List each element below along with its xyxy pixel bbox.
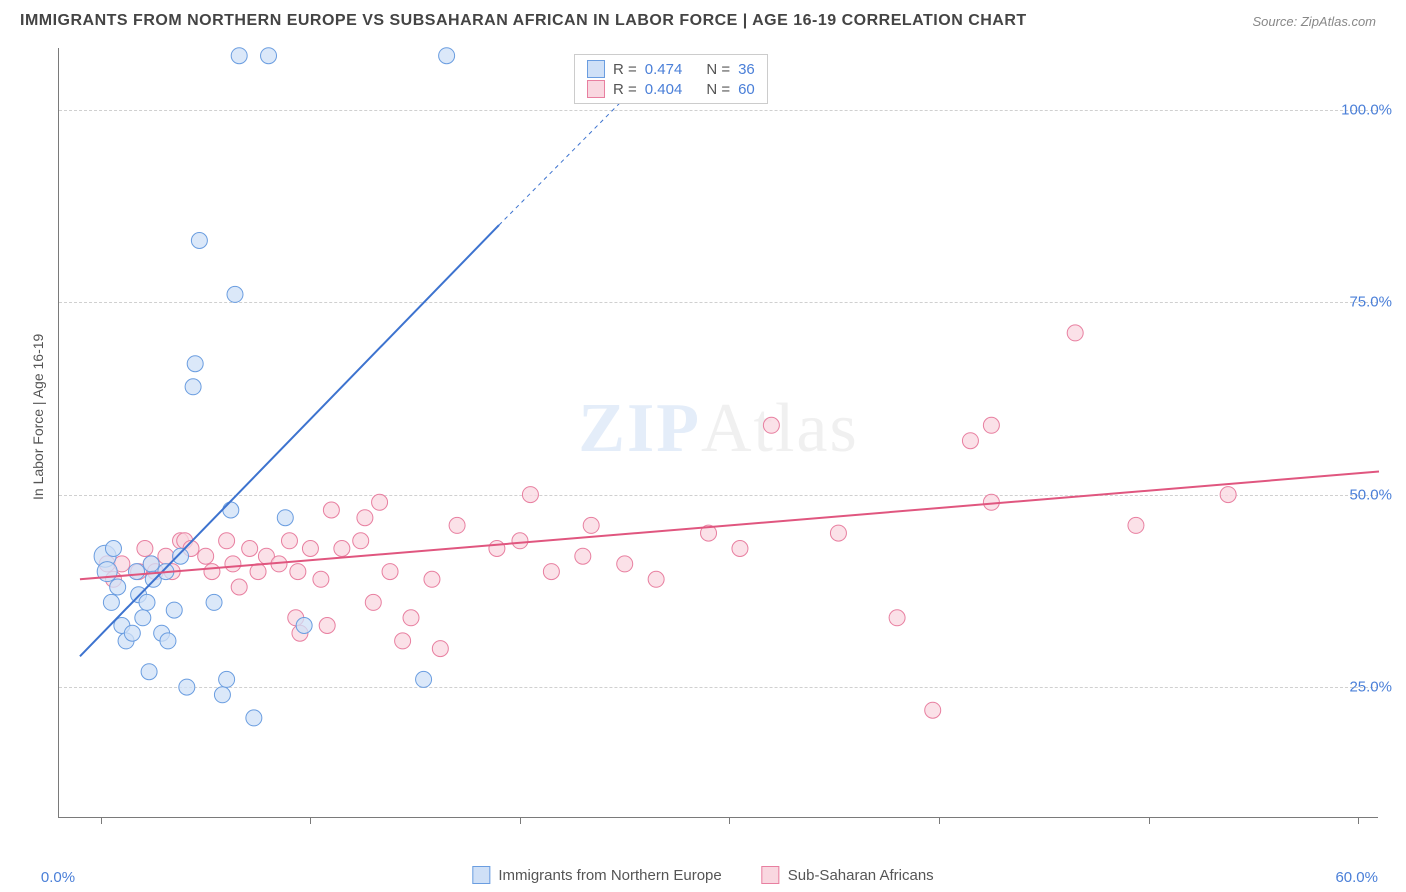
source-attribution: Source: ZipAtlas.com: [1252, 14, 1376, 29]
chart-title: IMMIGRANTS FROM NORTHERN EUROPE VS SUBSA…: [20, 12, 1027, 30]
y-axis-label: In Labor Force | Age 16-19: [30, 334, 46, 500]
legend-swatch: [762, 866, 780, 884]
r-value: 0.474: [645, 61, 683, 78]
plot-area: ZIPAtlas: [58, 48, 1378, 818]
x-axis-min-label: 0.0%: [41, 869, 75, 886]
series-legend: Immigrants from Northern Europe Sub-Sahar…: [472, 866, 933, 884]
n-label: N =: [706, 81, 730, 98]
x-tick: [729, 817, 730, 824]
series-legend-item: Immigrants from Northern Europe: [472, 866, 721, 884]
n-value: 60: [738, 81, 755, 98]
x-tick: [310, 817, 311, 824]
x-axis-max-label: 60.0%: [1335, 869, 1378, 886]
correlation-legend-row: R = 0.404 N = 60: [587, 79, 755, 99]
series-legend-label: Immigrants from Northern Europe: [498, 867, 721, 884]
legend-swatch: [587, 60, 605, 78]
legend-swatch: [472, 866, 490, 884]
chart-svg: [59, 48, 1378, 817]
r-label: R =: [613, 81, 637, 98]
correlation-legend: R = 0.474 N = 36 R = 0.404 N = 60: [574, 54, 768, 104]
x-tick: [520, 817, 521, 824]
x-tick: [939, 817, 940, 824]
correlation-legend-row: R = 0.474 N = 36: [587, 59, 755, 79]
series-legend-item: Sub-Saharan Africans: [762, 866, 934, 884]
x-tick: [1149, 817, 1150, 824]
legend-swatch: [587, 80, 605, 98]
x-tick: [1358, 817, 1359, 824]
n-value: 36: [738, 61, 755, 78]
n-label: N =: [706, 61, 730, 78]
series-legend-label: Sub-Saharan Africans: [788, 867, 934, 884]
r-value: 0.404: [645, 81, 683, 98]
r-label: R =: [613, 61, 637, 78]
x-tick: [101, 817, 102, 824]
